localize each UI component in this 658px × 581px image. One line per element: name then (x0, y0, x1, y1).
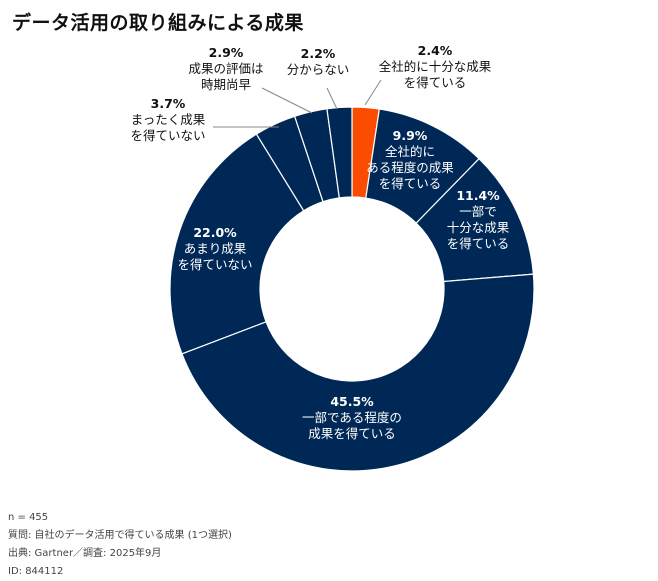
slice-label: 22.0%あまり成果を得ていない (177, 225, 252, 272)
source-note: 出典: Gartner／調査: 2025年9月 (8, 548, 162, 559)
slice-label: 3.7%まったく成果を得ていない (130, 96, 205, 143)
leader-line (364, 79, 382, 106)
slice-category: を得ていない (130, 128, 205, 143)
slice-percent: 9.9% (393, 128, 428, 143)
donut-slice (326, 106, 353, 199)
slice-category: ある程度の成果 (366, 160, 454, 175)
sample-size-note: n = 455 (8, 512, 49, 523)
slice-label: 2.2%分からない (287, 46, 350, 77)
slice-category: 全社的に十分な成果 (379, 59, 492, 74)
slice-label: 45.5%一部である程度の成果を得ている (302, 394, 402, 441)
slice-label: 2.4%全社的に十分な成果を得ている (379, 43, 492, 90)
slice-category: まったく成果 (131, 112, 206, 127)
slice-category: 分からない (287, 62, 350, 77)
slice-category: 十分な成果 (447, 220, 510, 235)
slice-label: 2.9%成果の評価は時期尚早 (188, 45, 263, 92)
slice-percent: 22.0% (193, 225, 237, 240)
donut-slice (169, 133, 305, 355)
slice-category: を得ている (447, 236, 510, 251)
slice-category: 成果を得ている (308, 426, 396, 441)
leader-line (261, 87, 313, 114)
slice-percent: 11.4% (456, 188, 500, 203)
slice-category: 成果の評価は (188, 61, 263, 76)
slice-percent: 45.5% (330, 394, 374, 409)
leader-line (326, 87, 338, 110)
slice-category: を得ていない (177, 257, 252, 272)
donut-slice (181, 273, 535, 472)
slice-category: 時期尚早 (201, 77, 251, 92)
slice-category: を得ている (379, 176, 442, 191)
chart-notes: n = 455 質問: 自社のデータ活用で得ている成果 (1つ選択) 出典: G… (8, 509, 232, 581)
slice-percent: 2.4% (418, 43, 453, 58)
donut-chart: 2.4%全社的に十分な成果を得ている9.9%全社的にある程度の成果を得ている11… (130, 43, 535, 472)
slice-percent: 3.7% (151, 96, 186, 111)
slice-category: あまり成果 (184, 241, 247, 256)
question-note: 質問: 自社のデータ活用で得ている成果 (1つ選択) (8, 530, 232, 541)
chart-id-note: ID: 844112 (8, 566, 64, 577)
slice-percent: 2.2% (301, 46, 336, 61)
slice-category: 一部で (459, 204, 497, 219)
slice-label: 11.4%一部で十分な成果を得ている (447, 188, 510, 251)
slice-percent: 2.9% (209, 45, 244, 60)
chart-title: データ活用の取り組みによる成果 (12, 12, 304, 34)
slice-label: 9.9%全社的にある程度の成果を得ている (366, 128, 454, 191)
slice-category: を得ている (404, 75, 467, 90)
slice-category: 全社的に (385, 144, 435, 159)
slice-category: 一部である程度の (302, 410, 402, 425)
